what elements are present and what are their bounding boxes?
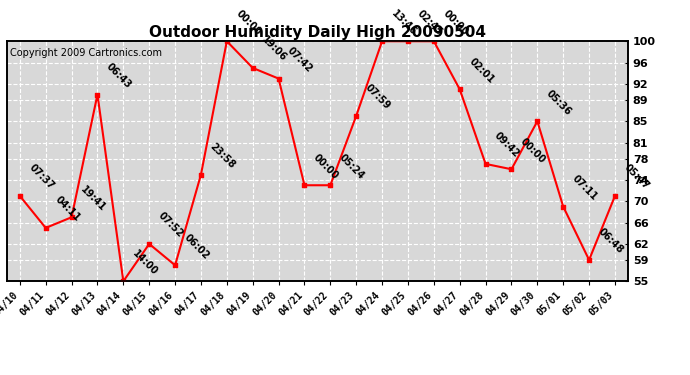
Point bbox=[325, 182, 336, 188]
Point bbox=[558, 204, 569, 210]
Point bbox=[428, 38, 440, 44]
Point bbox=[92, 92, 103, 98]
Text: 05:24: 05:24 bbox=[337, 152, 366, 181]
Point bbox=[170, 262, 181, 268]
Text: 19:41: 19:41 bbox=[79, 184, 108, 213]
Point bbox=[532, 118, 543, 124]
Text: 06:48: 06:48 bbox=[596, 226, 625, 256]
Text: 07:52: 07:52 bbox=[156, 211, 185, 240]
Text: 19:06: 19:06 bbox=[259, 35, 288, 64]
Point bbox=[144, 241, 155, 247]
Text: 00:00: 00:00 bbox=[234, 8, 263, 37]
Text: Copyright 2009 Cartronics.com: Copyright 2009 Cartronics.com bbox=[10, 48, 162, 58]
Text: 23:58: 23:58 bbox=[208, 141, 237, 170]
Text: 05:36: 05:36 bbox=[544, 88, 573, 117]
Text: 07:42: 07:42 bbox=[286, 45, 315, 74]
Text: 07:59: 07:59 bbox=[363, 83, 392, 112]
Point bbox=[14, 193, 26, 199]
Point bbox=[118, 278, 129, 284]
Point bbox=[402, 38, 413, 44]
Text: 00:00: 00:00 bbox=[441, 8, 470, 37]
Point bbox=[584, 257, 595, 263]
Text: 09:42: 09:42 bbox=[493, 131, 522, 160]
Text: 02:45: 02:45 bbox=[415, 8, 444, 37]
Text: 04:11: 04:11 bbox=[52, 195, 81, 224]
Text: 02:01: 02:01 bbox=[466, 56, 495, 85]
Title: Outdoor Humidity Daily High 20090504: Outdoor Humidity Daily High 20090504 bbox=[149, 25, 486, 40]
Point bbox=[480, 161, 491, 167]
Text: 06:43: 06:43 bbox=[104, 62, 133, 90]
Text: 00:00: 00:00 bbox=[518, 136, 547, 165]
Point bbox=[195, 172, 206, 178]
Text: 05:47: 05:47 bbox=[622, 163, 651, 192]
Text: 07:37: 07:37 bbox=[27, 163, 56, 192]
Point bbox=[299, 182, 310, 188]
Text: 00:00: 00:00 bbox=[311, 152, 340, 181]
Point bbox=[506, 166, 517, 172]
Text: 13:46: 13:46 bbox=[389, 8, 418, 37]
Point bbox=[454, 86, 465, 92]
Point bbox=[377, 38, 388, 44]
Point bbox=[40, 225, 51, 231]
Text: 06:02: 06:02 bbox=[182, 232, 211, 261]
Point bbox=[609, 193, 620, 199]
Point bbox=[273, 76, 284, 82]
Point bbox=[351, 113, 362, 119]
Text: 14:00: 14:00 bbox=[130, 248, 159, 277]
Text: 07:11: 07:11 bbox=[570, 173, 599, 202]
Point bbox=[247, 65, 258, 71]
Point bbox=[221, 38, 233, 44]
Point bbox=[66, 214, 77, 220]
